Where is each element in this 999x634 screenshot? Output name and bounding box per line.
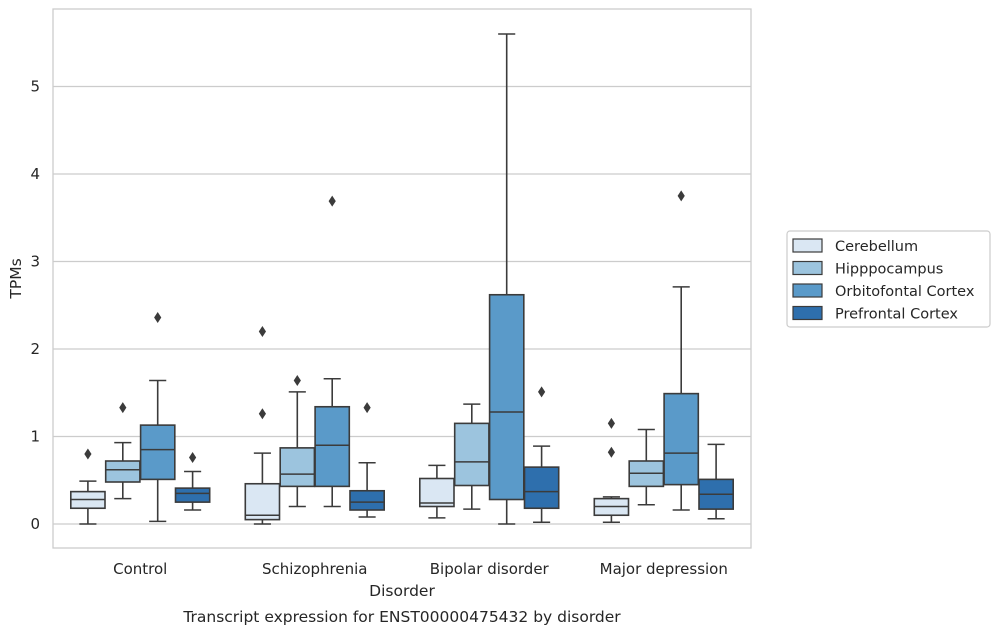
box-iqr <box>418 477 455 508</box>
legend-swatch <box>792 238 823 253</box>
x-tick-label: Schizophrenia <box>262 560 367 578</box>
legend-swatch <box>792 305 823 321</box>
box-group <box>663 190 700 511</box>
box-iqr <box>139 424 176 481</box>
x-tick-labels: Control Schizophrenia Bipolar disorder Majo… <box>113 560 728 578</box>
legend-label: Prefrontal Cortex <box>835 307 958 323</box>
outlier-point <box>154 312 162 323</box>
legend-item: Orbitofontal Cortex <box>792 283 975 300</box>
outlier-point <box>328 195 336 207</box>
y-tick-label: 1 <box>30 428 40 446</box>
box-iqr <box>244 482 281 521</box>
box-group <box>593 417 630 524</box>
box-group <box>139 312 176 523</box>
outlier-point <box>363 402 371 414</box>
outlier-point <box>119 402 127 414</box>
box-group <box>349 402 386 518</box>
legend-label: Orbitofontal Cortex <box>835 284 975 300</box>
box-group <box>418 464 455 519</box>
x-axis-title: Disorder <box>369 582 435 600</box>
box-iqr <box>663 392 700 486</box>
outlier-point <box>258 326 266 337</box>
outlier-point <box>607 446 615 458</box>
box-group <box>453 403 490 510</box>
box-group <box>69 448 106 525</box>
box-iqr <box>453 422 490 487</box>
box-group <box>279 375 316 508</box>
y-tick-labels: 0 1 2 3 4 5 <box>30 78 40 534</box>
x-tick-label: Major depression <box>600 560 728 578</box>
y-axis-title: TPMs <box>7 258 25 299</box>
box-group <box>244 326 281 525</box>
box-group <box>174 452 211 511</box>
box-iqr <box>523 466 560 510</box>
box-group <box>523 386 560 524</box>
legend-item: Prefrontal Cortex <box>792 305 958 323</box>
legend-item: Hipppocampus <box>792 260 943 278</box>
y-tick-label: 3 <box>30 253 40 271</box>
box-iqr <box>349 489 386 511</box>
outlier-point <box>293 375 301 386</box>
outlier-point <box>189 452 197 463</box>
plot-frame <box>52 8 752 549</box>
y-tick-label: 5 <box>30 78 40 96</box>
legend-item: Cerebellum <box>792 238 918 255</box>
legend-swatch <box>792 283 823 298</box>
legend-label: Cerebellum <box>835 239 918 255</box>
legend-swatch <box>792 260 823 276</box>
legend-frame <box>786 230 991 328</box>
y-tick-label: 4 <box>30 165 40 183</box>
box-iqr <box>279 447 316 488</box>
outlier-point <box>677 190 685 202</box>
box-iqr <box>174 487 211 503</box>
box-groups <box>69 33 735 525</box>
box-group <box>698 443 735 520</box>
box-group <box>314 195 351 508</box>
x-tick-label: Control <box>113 560 167 578</box>
box-group <box>628 428 665 506</box>
legend: Cerebellum Hipppocampus Orbitofontal Corte… <box>786 230 991 328</box>
legend-label: Hipppocampus <box>835 262 943 278</box>
box-iqr <box>488 293 525 501</box>
y-tick-label: 0 <box>30 515 40 533</box>
x-tick-label: Bipolar disorder <box>430 560 550 578</box>
box-group <box>104 402 141 500</box>
y-tick-label: 2 <box>30 340 40 358</box>
outlier-point <box>258 408 266 420</box>
box-iqr <box>104 460 141 483</box>
box-group <box>488 33 525 525</box>
box-iqr <box>314 405 351 488</box>
outlier-point <box>538 386 546 398</box>
outlier-point <box>607 417 615 429</box>
outlier-point <box>84 448 92 460</box>
chart-caption: Transcript expression for ENST0000047543… <box>182 608 621 626</box>
